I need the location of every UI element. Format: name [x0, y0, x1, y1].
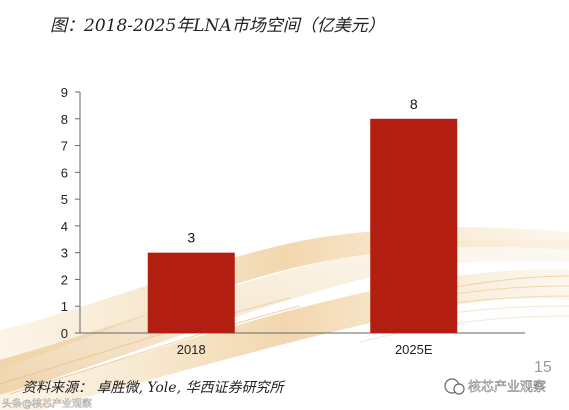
x-label-group: 2018 2025E	[177, 342, 433, 357]
watermark-text-right: 核芯产业观察	[468, 380, 546, 395]
bar-2025E	[370, 118, 458, 334]
y-tick-label: 9	[61, 85, 68, 100]
x-tick-label: 2025E	[395, 342, 433, 357]
y-tick-label: 5	[61, 192, 68, 207]
y-tick-group: 0 1 2 3 4 5 6 7 8 9	[61, 85, 80, 341]
watermark-right: 核芯产业观察	[444, 378, 546, 395]
y-tick-label: 4	[61, 219, 68, 234]
source-note: 资料来源： 卓胜微, Yole, 华西证券研究所	[22, 380, 285, 396]
x-tick-label: 2018	[177, 342, 206, 357]
y-tick-label: 6	[61, 165, 68, 180]
bar-group: 38	[147, 96, 458, 334]
page-number: 15	[534, 359, 552, 376]
y-tick-label: 1	[61, 299, 68, 314]
y-tick-label: 7	[61, 139, 68, 154]
bar-2018	[147, 252, 235, 333]
y-tick-label: 0	[61, 326, 68, 341]
y-tick-label: 2	[61, 272, 68, 287]
chart-title: 图：2018-2025年LNA市场空间（亿美元）	[50, 16, 385, 36]
watermark-text-left: 头条@核芯产业观察	[2, 397, 92, 410]
y-tick-label: 8	[61, 112, 68, 127]
y-tick-label: 3	[61, 246, 68, 261]
data-label: 3	[187, 230, 195, 246]
data-label: 8	[410, 96, 418, 112]
